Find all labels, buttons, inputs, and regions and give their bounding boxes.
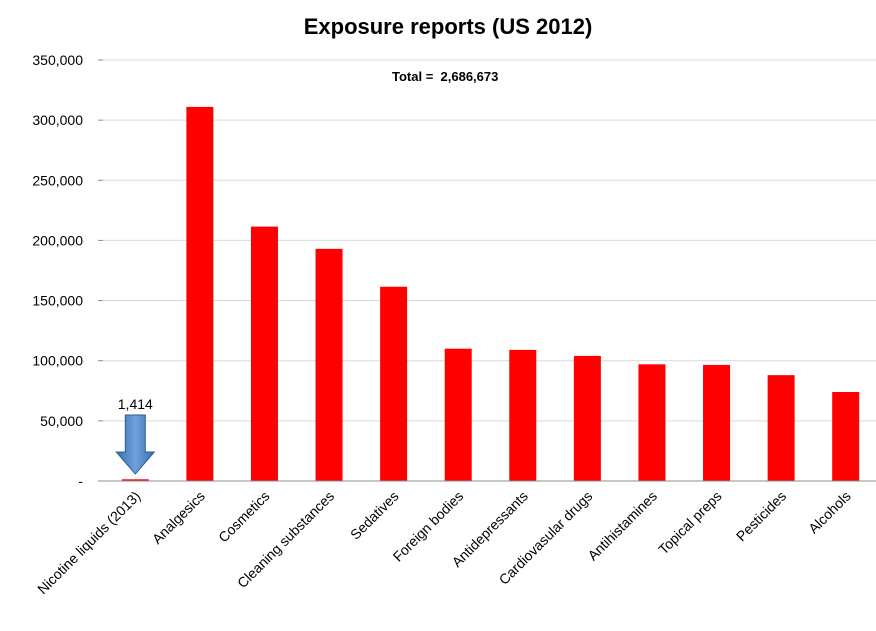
x-axis-ticks: Nicotine liquids (2013) Analgesics Cosmeti… bbox=[34, 488, 854, 597]
bar bbox=[832, 391, 860, 481]
bar bbox=[573, 355, 601, 481]
highlight-arrow bbox=[115, 414, 156, 475]
x-tick-label: Pesticides bbox=[733, 488, 789, 544]
y-tick-label: 300,000 bbox=[32, 112, 83, 128]
bar bbox=[444, 348, 472, 481]
y-tick-label: 100,000 bbox=[32, 353, 83, 369]
x-tick-label: Analgesics bbox=[149, 488, 208, 547]
chart-title: Exposure reports (US 2012) bbox=[304, 14, 593, 39]
x-tick-label: Sedatives bbox=[347, 488, 402, 543]
y-tick-label: 200,000 bbox=[32, 232, 83, 248]
x-tick-label: Alcohols bbox=[805, 488, 854, 537]
y-tick-label: 50,000 bbox=[40, 413, 83, 429]
y-tick-label: 350,000 bbox=[32, 52, 83, 68]
bar bbox=[121, 479, 149, 481]
bar bbox=[315, 248, 343, 481]
y-tick-label: - bbox=[78, 473, 83, 489]
y-axis-ticks: - 50,000 100,000 150,000 200,000 250,000 300,0… bbox=[32, 52, 83, 489]
x-tick-label: Cosmetics bbox=[215, 488, 273, 546]
bar bbox=[186, 106, 214, 481]
y-tick-label: 150,000 bbox=[32, 293, 83, 309]
bar bbox=[703, 364, 731, 481]
bar bbox=[509, 349, 537, 481]
gridlines bbox=[98, 59, 876, 482]
arrow-down-icon bbox=[115, 414, 156, 475]
x-tick-label: Antihistamines bbox=[584, 488, 660, 564]
x-tick-label: Topical preps bbox=[655, 488, 725, 558]
y-tick-label: 250,000 bbox=[32, 172, 83, 188]
x-tick-label: Nicotine liquids (2013) bbox=[34, 488, 143, 597]
bar bbox=[250, 226, 278, 481]
bar bbox=[638, 364, 666, 481]
data-labels: 1,414 bbox=[118, 396, 153, 412]
bars bbox=[121, 106, 860, 481]
bar bbox=[380, 286, 408, 481]
data-label: 1,414 bbox=[118, 396, 153, 412]
bar bbox=[767, 375, 795, 481]
total-annotation: Total = 2,686,673 bbox=[392, 69, 498, 84]
